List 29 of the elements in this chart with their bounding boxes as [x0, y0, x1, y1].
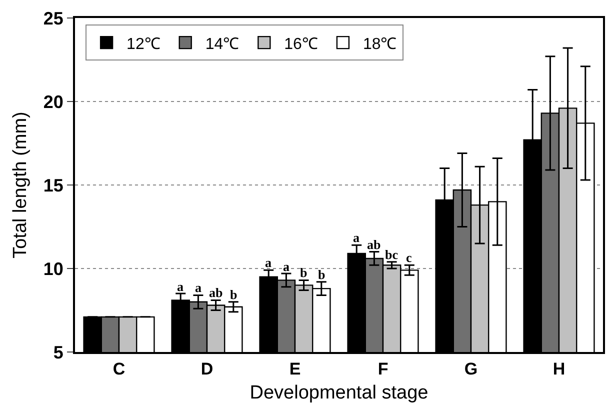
y-tick-label: 15	[43, 175, 64, 196]
data-label: a	[177, 279, 184, 294]
data-label: a	[265, 255, 272, 270]
legend-label: 16℃	[284, 36, 318, 53]
data-label: ab	[367, 237, 381, 252]
x-tick-label: D	[200, 359, 214, 378]
x-tick-label: G	[464, 359, 478, 378]
x-tick-label: C	[112, 359, 126, 378]
data-label: b	[230, 287, 238, 302]
data-label: b	[318, 267, 326, 282]
data-label: a	[283, 259, 290, 274]
data-label: a	[195, 280, 202, 295]
data-label: bc	[385, 247, 398, 262]
legend-label: 14℃	[205, 36, 240, 53]
x-axis-title: Developmental stage	[250, 382, 428, 404]
x-tick-label: E	[289, 359, 301, 378]
data-label: a	[353, 230, 360, 245]
x-tick-label: H	[552, 359, 566, 378]
y-tick-label: 20	[43, 92, 64, 112]
legend-label: 18℃	[362, 36, 397, 53]
y-tick-label: 10	[43, 258, 64, 279]
y-axis-title: Total length (mm)	[10, 112, 31, 258]
data-label: c	[406, 250, 412, 265]
data-label: b	[300, 265, 308, 280]
legend-label: 12℃	[126, 36, 160, 53]
data-label: ab	[209, 285, 223, 300]
y-tick-label: 5	[53, 342, 64, 362]
x-tick-label: F	[378, 359, 388, 378]
y-tick-label: 25	[43, 8, 64, 28]
